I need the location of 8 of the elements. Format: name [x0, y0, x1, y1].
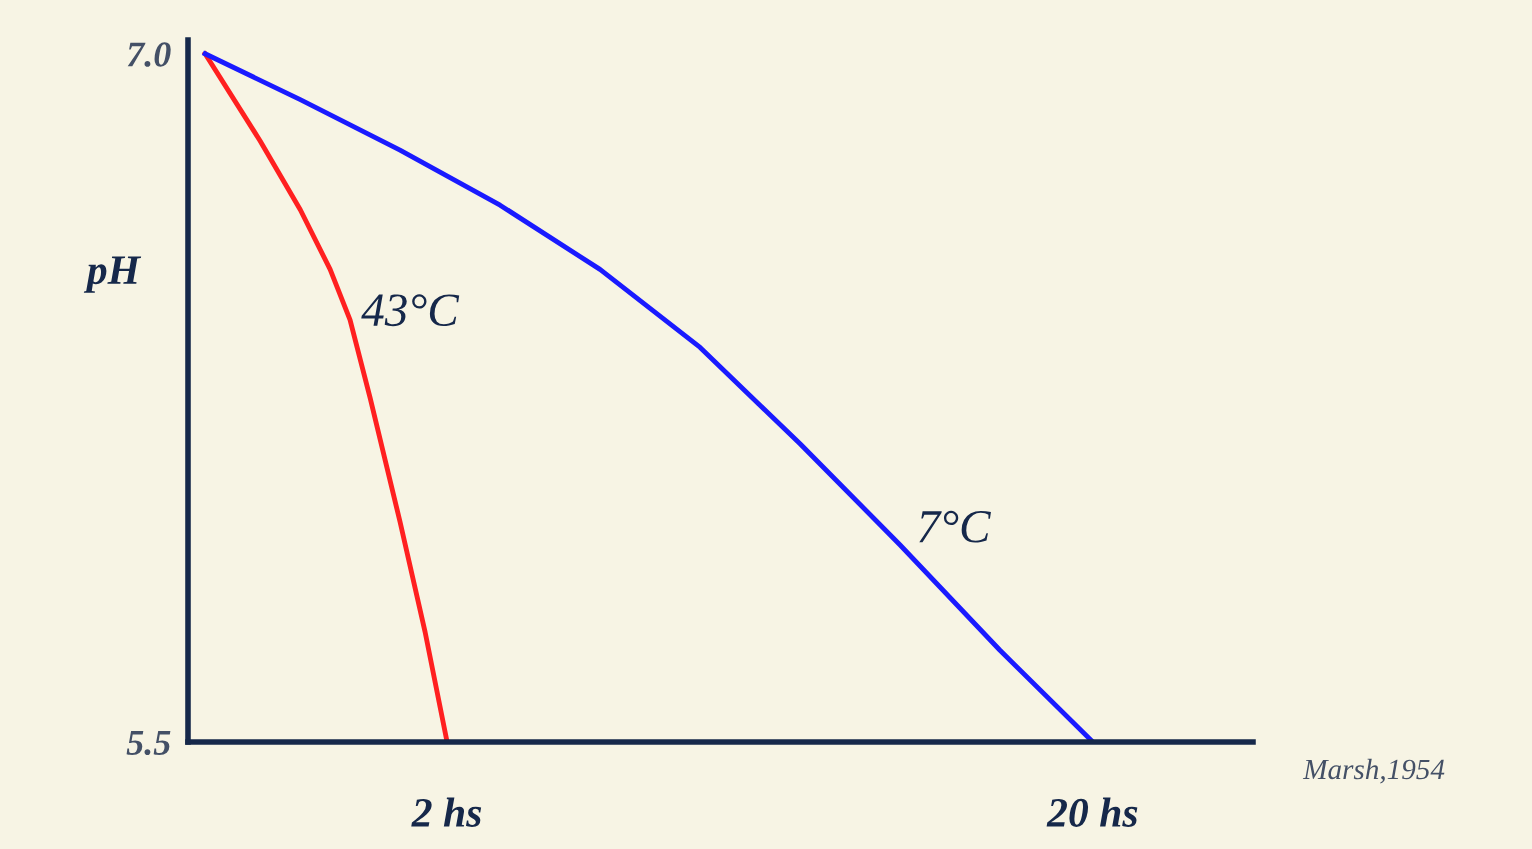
y-tick-label: 7.0: [127, 42, 171, 67]
series-label: 43°C: [361, 294, 460, 327]
x-tick-label: 20 hs: [1046, 797, 1138, 827]
series-label: 7°C: [919, 510, 991, 543]
y-axis-title: pH: [83, 256, 142, 293]
text: Marsh,1954: [1302, 758, 1445, 784]
y-tick-label: 5.5: [126, 730, 171, 756]
x-tick-label: 2 hs: [411, 797, 482, 827]
